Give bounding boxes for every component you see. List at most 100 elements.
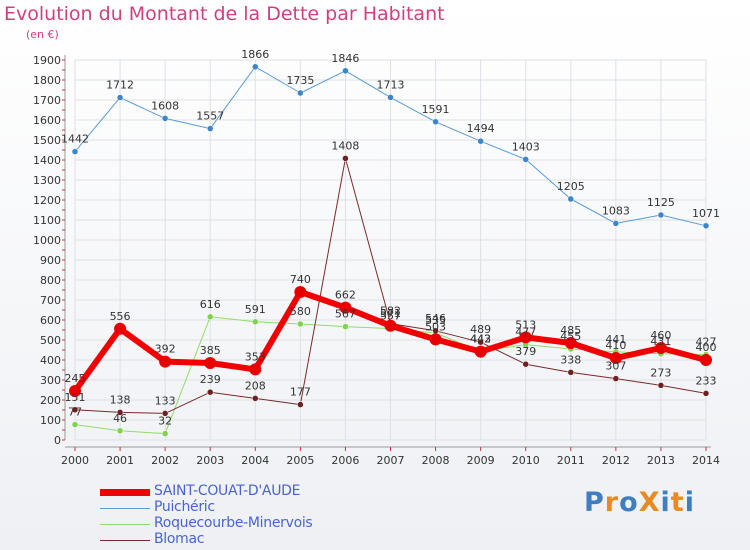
y-tick-label: 1000	[33, 234, 61, 247]
logo-letter: X	[638, 487, 661, 518]
data-label: 133	[155, 394, 176, 407]
data-label: 46	[113, 412, 127, 425]
data-point	[252, 318, 259, 326]
data-label: 1735	[286, 74, 314, 87]
x-tick-label: 2006	[331, 454, 359, 467]
data-label: 177	[290, 386, 311, 399]
y-tick-label: 1700	[33, 94, 61, 107]
y-tick-label: 1500	[33, 134, 61, 147]
data-label: 513	[515, 318, 536, 331]
data-label: 535	[425, 314, 446, 327]
x-tick-label: 2013	[647, 454, 675, 467]
data-label: 208	[245, 379, 266, 392]
data-point	[609, 352, 622, 364]
x-tick-label: 2007	[377, 454, 405, 467]
x-tick-label: 2012	[602, 454, 630, 467]
chart-title: Evolution du Montant de la Dette par Hab…	[4, 3, 445, 25]
data-point	[342, 323, 349, 330]
x-tick-label: 2003	[196, 454, 224, 467]
data-label: 556	[110, 310, 131, 323]
data-point	[206, 125, 214, 132]
data-label: 567	[335, 308, 356, 321]
data-point	[69, 385, 81, 397]
data-point	[342, 155, 349, 162]
data-point	[252, 63, 259, 71]
data-point	[114, 322, 127, 335]
data-label: 245	[65, 372, 86, 385]
y-tick-label: 1100	[33, 214, 61, 227]
data-point	[71, 148, 79, 155]
y-tick-label: 1600	[33, 114, 61, 127]
data-point	[116, 94, 124, 101]
data-point	[116, 427, 124, 435]
x-tick-label: 2009	[467, 454, 495, 467]
data-point	[567, 195, 575, 203]
y-tick-label: 800	[40, 274, 61, 287]
y-tick-label: 700	[40, 294, 61, 307]
y-tick-label: 500	[40, 334, 61, 347]
legend-label: SAINT-COUAT-D'AUDE	[154, 483, 301, 499]
logo-letter: i	[660, 487, 671, 518]
data-label: 151	[65, 391, 86, 404]
data-label: 503	[425, 320, 446, 333]
data-label: 1608	[151, 99, 179, 112]
data-label: 1591	[422, 103, 450, 116]
data-label: 273	[650, 366, 671, 379]
data-label: 32	[158, 415, 172, 428]
y-tick-label: 1200	[33, 194, 61, 207]
data-point	[71, 406, 79, 414]
data-label: 1866	[241, 48, 269, 61]
data-label: 379	[515, 345, 536, 358]
legend-label: Roquecourbe-Minervois	[154, 515, 313, 531]
data-label: 591	[245, 303, 266, 316]
unit-label: (en €)	[26, 28, 59, 41]
data-point	[700, 354, 712, 366]
data-point	[297, 401, 304, 408]
data-point	[432, 118, 439, 126]
data-point	[612, 375, 620, 382]
data-label: 580	[290, 305, 311, 318]
data-label: 489	[470, 323, 491, 336]
data-label: 353	[245, 350, 266, 363]
x-tick-label: 2001	[106, 454, 134, 467]
data-label: 410	[605, 339, 626, 352]
legend-label: Blomac	[154, 531, 205, 547]
data-label: 1403	[512, 140, 540, 153]
data-label: 400	[696, 341, 717, 354]
data-point	[206, 388, 214, 396]
data-point	[252, 395, 259, 402]
x-tick-label: 2008	[422, 454, 450, 467]
data-point	[161, 410, 169, 417]
data-label: 1408	[331, 139, 359, 152]
y-tick-label: 100	[40, 414, 61, 427]
data-label: 441	[605, 333, 626, 346]
legend-label: Puichéric	[154, 499, 215, 515]
data-label: 740	[290, 273, 311, 286]
proxiti-logo: ProXiti	[584, 487, 695, 518]
y-tick-label: 1300	[33, 174, 61, 187]
data-label: 338	[560, 353, 581, 366]
data-label: 138	[110, 393, 131, 406]
data-label: 1083	[602, 204, 630, 217]
logo-letter: r	[604, 487, 620, 518]
data-point	[161, 430, 169, 437]
x-tick-label: 2014	[692, 454, 720, 467]
x-tick-label: 2000	[61, 454, 89, 467]
logo-letter: o	[619, 487, 639, 518]
data-point	[384, 319, 397, 332]
data-label: 1846	[331, 52, 359, 65]
data-label: 460	[650, 329, 671, 342]
y-tick-label: 300	[40, 374, 61, 387]
y-tick-label: 900	[40, 254, 61, 267]
data-label: 477	[515, 326, 536, 339]
logo-letter: i	[684, 487, 695, 518]
data-label: 616	[200, 298, 221, 311]
data-label: 443	[470, 332, 491, 345]
x-tick-label: 2002	[151, 454, 179, 467]
data-label: 1442	[61, 133, 89, 146]
data-label: 455	[560, 330, 581, 343]
data-point	[294, 286, 307, 298]
data-point	[339, 301, 352, 314]
x-tick-label: 2004	[241, 454, 269, 467]
